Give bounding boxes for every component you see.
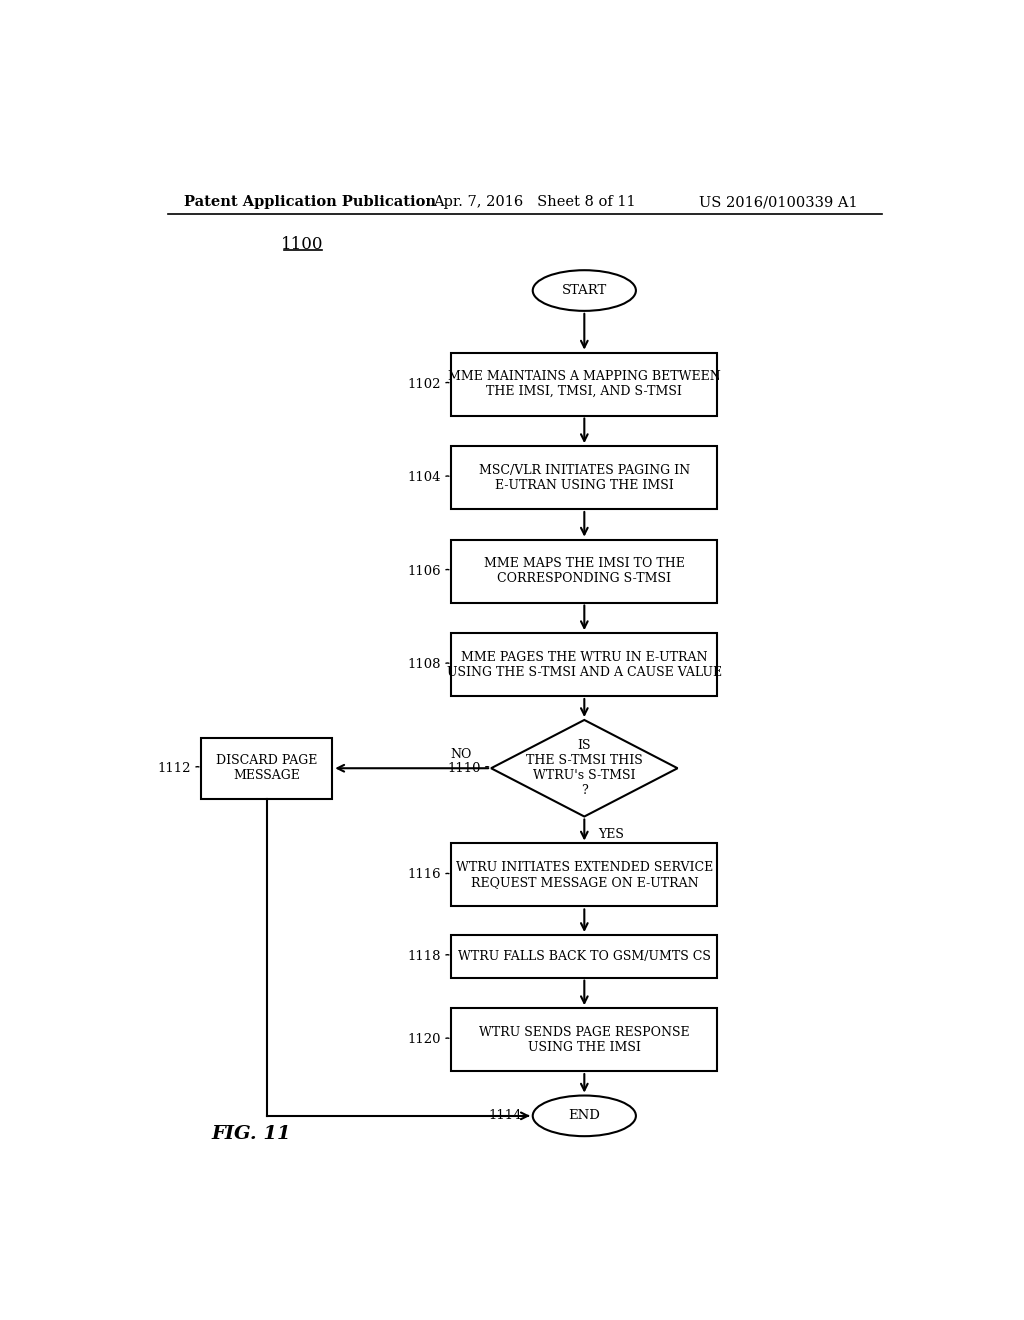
Text: WTRU INITIATES EXTENDED SERVICE
REQUEST MESSAGE ON E-UTRAN: WTRU INITIATES EXTENDED SERVICE REQUEST …: [456, 861, 713, 888]
Text: 1112: 1112: [158, 762, 191, 775]
Text: MME PAGES THE WTRU IN E-UTRAN
USING THE S-TMSI AND A CAUSE VALUE: MME PAGES THE WTRU IN E-UTRAN USING THE …: [446, 651, 722, 678]
Text: 1106: 1106: [408, 565, 441, 578]
Text: 1108: 1108: [408, 659, 441, 671]
Text: 1120: 1120: [408, 1034, 441, 1047]
Text: MSC/VLR INITIATES PAGING IN
E-UTRAN USING THE IMSI: MSC/VLR INITIATES PAGING IN E-UTRAN USIN…: [479, 463, 690, 491]
Text: END: END: [568, 1109, 600, 1122]
FancyBboxPatch shape: [452, 446, 717, 510]
FancyBboxPatch shape: [452, 843, 717, 907]
Text: WTRU FALLS BACK TO GSM/UMTS CS: WTRU FALLS BACK TO GSM/UMTS CS: [458, 950, 711, 962]
Text: 1102: 1102: [408, 378, 441, 391]
Text: Patent Application Publication: Patent Application Publication: [183, 195, 435, 209]
Text: 1104: 1104: [408, 471, 441, 484]
FancyBboxPatch shape: [202, 738, 333, 799]
FancyBboxPatch shape: [452, 935, 717, 978]
Text: MME MAPS THE IMSI TO THE
CORRESPONDING S-TMSI: MME MAPS THE IMSI TO THE CORRESPONDING S…: [484, 557, 685, 585]
Text: MME MAINTAINS A MAPPING BETWEEN
THE IMSI, TMSI, AND S-TMSI: MME MAINTAINS A MAPPING BETWEEN THE IMSI…: [447, 370, 721, 399]
Ellipse shape: [532, 271, 636, 312]
FancyBboxPatch shape: [452, 540, 717, 602]
Text: NO: NO: [451, 747, 472, 760]
FancyBboxPatch shape: [452, 1008, 717, 1071]
Text: IS
THE S-TMSI THIS
WTRU's S-TMSI
?: IS THE S-TMSI THIS WTRU's S-TMSI ?: [526, 739, 643, 797]
Text: FIG. 11: FIG. 11: [211, 1125, 291, 1143]
Text: START: START: [562, 284, 607, 297]
Text: 1116: 1116: [408, 869, 441, 882]
FancyBboxPatch shape: [452, 634, 717, 696]
Ellipse shape: [532, 1096, 636, 1137]
Text: 1100: 1100: [282, 236, 324, 253]
Text: US 2016/0100339 A1: US 2016/0100339 A1: [699, 195, 858, 209]
Text: 1114: 1114: [488, 1109, 522, 1122]
Text: YES: YES: [599, 829, 625, 841]
Text: 1118: 1118: [408, 950, 441, 962]
Text: Apr. 7, 2016   Sheet 8 of 11: Apr. 7, 2016 Sheet 8 of 11: [433, 195, 636, 209]
Text: 1110: 1110: [447, 762, 480, 775]
Text: DISCARD PAGE
MESSAGE: DISCARD PAGE MESSAGE: [216, 754, 317, 783]
Polygon shape: [492, 719, 678, 817]
Text: WTRU SENDS PAGE RESPONSE
USING THE IMSI: WTRU SENDS PAGE RESPONSE USING THE IMSI: [479, 1026, 689, 1053]
FancyBboxPatch shape: [452, 352, 717, 416]
